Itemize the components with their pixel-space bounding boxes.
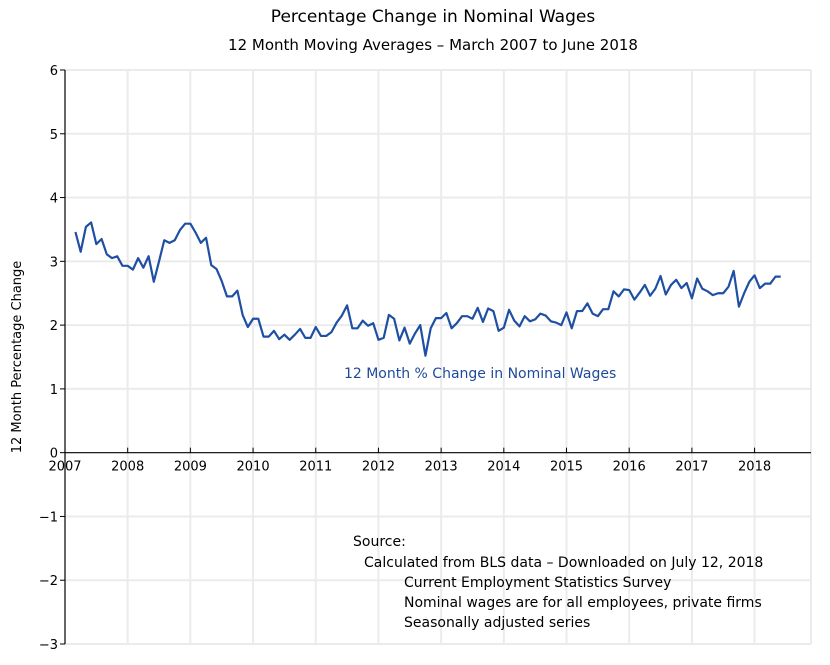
y-tick-label: −3 [39, 638, 58, 653]
y-axis-label: 12 Month Percentage Change [10, 261, 25, 454]
x-tick-label: 2009 [174, 460, 207, 475]
x-tick-label: 2018 [738, 460, 771, 475]
y-tick-label: −2 [39, 574, 58, 589]
x-tick-label: 2014 [487, 460, 520, 475]
x-tick-label: 2015 [550, 460, 583, 475]
x-tick-label: 2016 [613, 460, 646, 475]
series-line [74, 221, 781, 357]
source-heading: Source: [353, 534, 406, 550]
source-line: Calculated from BLS data – Downloaded on… [364, 555, 763, 571]
series [74, 221, 781, 357]
y-tick-label: 3 [50, 255, 58, 270]
x-tick-label: 2017 [675, 460, 708, 475]
x-tick-label: 2010 [237, 460, 270, 475]
chart-subtitle: 12 Month Moving Averages – March 2007 to… [228, 36, 638, 54]
y-tick-label: 0 [50, 447, 58, 462]
source-line: Nominal wages are for all employees, pri… [404, 595, 762, 611]
source-line: Current Employment Statistics Survey [404, 575, 671, 591]
grid [65, 69, 812, 645]
series-annotation: 12 Month % Change in Nominal Wages [344, 366, 616, 382]
y-tick-label: 2 [50, 319, 58, 334]
y-tick-label: 1 [50, 383, 58, 398]
source-line: Seasonally adjusted series [404, 615, 590, 631]
y-tick-label: 4 [50, 192, 58, 207]
x-tick-label: 2008 [111, 460, 144, 475]
x-tick-label: 2011 [299, 460, 332, 475]
y-tick-label: 5 [50, 128, 58, 143]
y-tick-label: −1 [39, 510, 58, 525]
chart-title: Percentage Change in Nominal Wages [271, 7, 596, 27]
x-tick-label: 2012 [362, 460, 395, 475]
y-tick-label: 6 [50, 64, 58, 79]
source-note: Source: Calculated from BLS data – Downl… [353, 534, 763, 631]
x-tick-label: 2013 [425, 460, 458, 475]
